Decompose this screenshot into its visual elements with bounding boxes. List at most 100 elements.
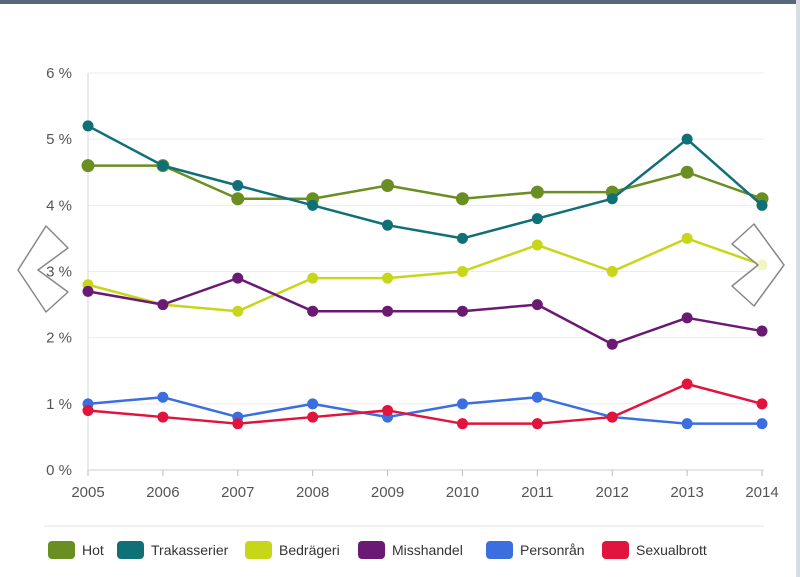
series-line-hot (88, 164, 763, 200)
data-point[interactable] (157, 160, 169, 172)
x-tick-label: 2013 (670, 484, 703, 501)
data-point[interactable] (531, 418, 543, 430)
legend-swatch (602, 541, 629, 559)
data-point[interactable] (382, 305, 394, 317)
data-point[interactable] (681, 418, 693, 430)
data-point[interactable] (531, 391, 543, 403)
data-point[interactable] (307, 272, 319, 284)
data-point[interactable] (232, 418, 244, 430)
legend-label: Misshandel (392, 542, 463, 558)
legend-item[interactable]: Hot (48, 541, 104, 559)
legend-label: Bedrägeri (279, 542, 340, 558)
legend-label: Personrån (520, 542, 585, 558)
data-point[interactable] (82, 120, 94, 132)
y-tick-label: 1 % (46, 396, 72, 413)
data-point[interactable] (456, 418, 468, 430)
data-point[interactable] (382, 219, 394, 231)
data-point[interactable] (157, 299, 169, 311)
data-point[interactable] (455, 192, 469, 206)
series-line-sexualbrott (87, 382, 763, 425)
data-point[interactable] (756, 199, 768, 211)
data-point[interactable] (531, 213, 543, 225)
y-tick-label: 0 % (46, 462, 72, 479)
legend-swatch (358, 541, 385, 559)
data-point[interactable] (381, 178, 395, 192)
x-tick-label: 2007 (221, 484, 254, 501)
right-border (796, 0, 800, 577)
y-tick-label: 3 % (46, 264, 72, 281)
data-point[interactable] (157, 411, 169, 423)
data-point[interactable] (231, 192, 245, 206)
legend-item[interactable]: Personrån (486, 541, 585, 559)
legend-swatch (486, 541, 513, 559)
data-point[interactable] (681, 133, 693, 145)
series-line-trakasserier (87, 124, 763, 240)
data-point[interactable] (531, 299, 543, 311)
data-point[interactable] (456, 232, 468, 244)
y-tick-label: 4 % (46, 197, 72, 214)
data-point[interactable] (157, 391, 169, 403)
data-point[interactable] (232, 179, 244, 191)
y-tick-label: 2 % (46, 330, 72, 347)
y-tick-label: 5 % (46, 131, 72, 148)
data-point[interactable] (756, 418, 768, 430)
x-axis: 2005 2006 2007 2008 2009 2010 2011 2012 2013 2014 (71, 470, 779, 501)
data-point[interactable] (530, 185, 544, 199)
data-point[interactable] (81, 159, 95, 173)
x-tick-label: 2005 (71, 484, 104, 501)
data-point[interactable] (307, 305, 319, 317)
data-point[interactable] (606, 193, 618, 205)
legend-swatch (48, 541, 75, 559)
legend-swatch (245, 541, 272, 559)
data-point[interactable] (756, 398, 768, 410)
legend-item[interactable]: Bedrägeri (245, 541, 340, 559)
data-point[interactable] (681, 378, 693, 390)
data-point[interactable] (82, 404, 94, 416)
x-tick-label: 2014 (745, 484, 778, 501)
data-point[interactable] (680, 165, 694, 179)
data-point[interactable] (232, 272, 244, 284)
top-border (0, 0, 800, 4)
data-point[interactable] (82, 285, 94, 297)
x-tick-label: 2008 (296, 484, 329, 501)
legend-item[interactable]: Sexualbrott (602, 541, 707, 559)
legend-label: Hot (82, 542, 104, 558)
data-point[interactable] (531, 239, 543, 251)
data-point[interactable] (456, 305, 468, 317)
data-point[interactable] (456, 266, 468, 277)
data-point[interactable] (681, 232, 693, 244)
series-group (81, 120, 769, 430)
x-tick-label: 2012 (596, 484, 629, 501)
chevron-right-icon (731, 223, 785, 307)
y-axis: 0 % 1 % 2 % 3 % 4 % 5 % 6 % (46, 65, 72, 479)
data-point[interactable] (606, 338, 618, 350)
x-tick-label: 2010 (446, 484, 479, 501)
chevron-left-icon (17, 225, 69, 313)
data-point[interactable] (606, 411, 618, 423)
next-arrow-button[interactable] (731, 223, 785, 307)
series-line-misshandel (87, 276, 763, 346)
data-point[interactable] (681, 312, 693, 324)
y-tick-label: 6 % (46, 65, 72, 82)
grid-lines (87, 72, 764, 471)
data-point[interactable] (756, 325, 768, 337)
data-point[interactable] (382, 404, 394, 416)
data-point[interactable] (307, 398, 319, 410)
data-point[interactable] (232, 305, 244, 317)
legend-label: Trakasserier (151, 542, 229, 558)
data-point[interactable] (382, 272, 394, 284)
data-point[interactable] (606, 266, 618, 277)
data-point[interactable] (456, 398, 468, 410)
data-point[interactable] (307, 199, 319, 211)
x-tick-label: 2006 (146, 484, 179, 501)
legend-item[interactable]: Trakasserier (117, 541, 229, 559)
x-tick-label: 2011 (521, 484, 553, 501)
legend-swatch (117, 541, 144, 559)
series-line-personrån (87, 395, 762, 425)
prev-arrow-button[interactable] (17, 225, 69, 313)
series-line-bedrägeri (87, 237, 763, 313)
legend: Hot Trakasserier Bedrägeri Misshandel Person… (48, 541, 707, 559)
data-point[interactable] (307, 411, 319, 423)
legend-item[interactable]: Misshandel (358, 541, 463, 559)
